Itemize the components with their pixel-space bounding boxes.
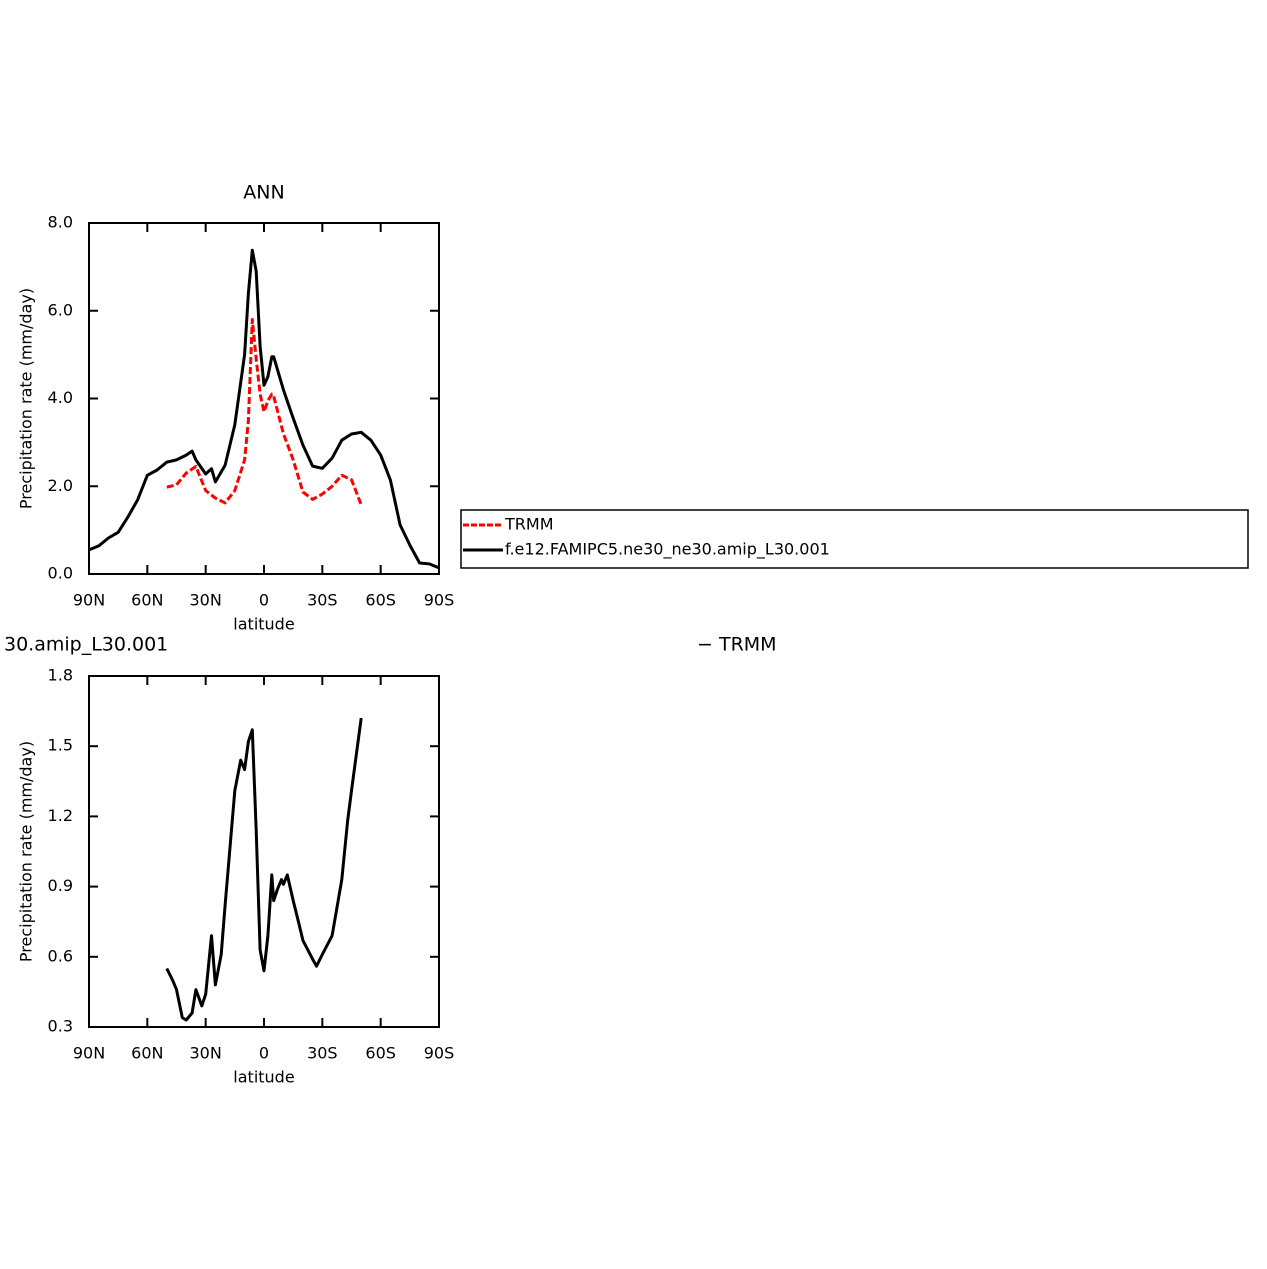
- x-tick-label: 0: [259, 591, 269, 610]
- y-tick-label: 0.6: [48, 946, 73, 965]
- plot-frame: [88, 675, 440, 1028]
- legend-box: [460, 509, 1249, 569]
- x-tick-label: 90S: [424, 1044, 455, 1063]
- plot: 90N 60N 30N 0 30S 60S 90S 0.0 2.0 4.0 6.0 8.0 latitu…: [17, 182, 455, 634]
- data-line: [166, 318, 363, 506]
- y-tick-label: 6.0: [48, 300, 73, 319]
- chart-title: ANN: [243, 182, 284, 204]
- plot: 90N 60N 30N 0 30S 60S 90S 0.3 0.6 0.9 1.2 1.5 1.8 lat…: [4, 634, 777, 1087]
- x-tick-label: 30N: [190, 1044, 222, 1063]
- data-line: [165, 717, 363, 1022]
- y-tick-label: 4.0: [48, 388, 73, 407]
- x-tick-label: 60N: [131, 591, 163, 610]
- legend-label: f.e12.FAMIPC5.ne30_ne30.amip_L30.001: [505, 540, 830, 560]
- x-tick-label: 60S: [365, 1044, 396, 1063]
- x-tick-label: 30N: [190, 591, 222, 610]
- y-axis-label: Precipitation rate (mm/day): [17, 288, 36, 509]
- y-tick-label: 1.2: [48, 806, 73, 825]
- data-line: [88, 248, 440, 570]
- y-tick-label: 1.5: [48, 736, 73, 755]
- left-title: 30.amip_L30.001: [4, 634, 168, 656]
- x-tick-label: 0: [259, 1044, 269, 1063]
- plot-frame: [88, 222, 440, 575]
- legend: TRMM f.e12.FAMIPC5.ne30_ne30.amip_L30.001: [460, 509, 1249, 569]
- y-tick-label: 0.9: [48, 876, 73, 895]
- y-axis-label: Precipitation rate (mm/day): [17, 741, 36, 962]
- y-tick-label: 8.0: [48, 213, 73, 232]
- x-axis-label: latitude: [233, 615, 294, 634]
- y-tick-label: 1.8: [48, 666, 73, 685]
- x-tick-label: 60S: [365, 591, 396, 610]
- x-tick-label: 60N: [131, 1044, 163, 1063]
- right-title: − TRMM: [697, 634, 777, 656]
- legend-label: TRMM: [504, 515, 554, 534]
- x-tick-label: 90S: [424, 591, 455, 610]
- y-tick-label: 2.0: [48, 476, 73, 495]
- x-tick-label: 90N: [73, 591, 105, 610]
- y-tick-label: 0.3: [48, 1017, 73, 1036]
- x-tick-label: 30S: [307, 1044, 338, 1063]
- y-tick-label: 0.0: [48, 564, 73, 583]
- x-tick-label: 90N: [73, 1044, 105, 1063]
- x-axis-label: latitude: [233, 1068, 294, 1087]
- x-tick-label: 30S: [307, 591, 338, 610]
